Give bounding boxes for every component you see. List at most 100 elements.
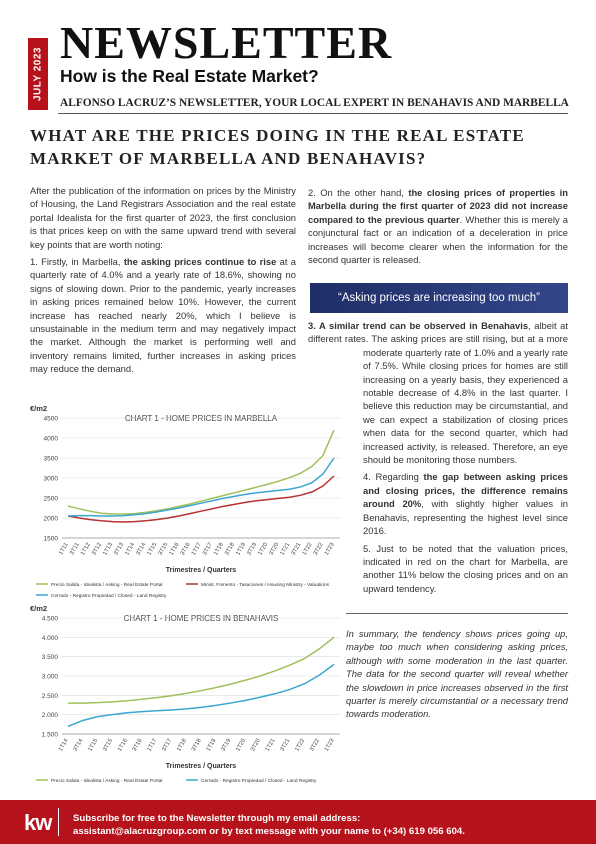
y-tick-label: 3.500 xyxy=(42,654,59,661)
text: 5. Just to be noted that the valuation p… xyxy=(363,542,568,594)
chart: €/m2 CHART 1 - HOME PRICES IN BENAHAVIS 1.… xyxy=(30,604,340,784)
x-tick-label: 3T20 xyxy=(250,738,262,752)
y-tick-label: 2000 xyxy=(44,516,59,523)
paragraph: 2. On the other hand, the closing prices… xyxy=(308,186,568,266)
x-axis-label: Trimestres / Quarters xyxy=(166,763,237,770)
y-tick-label: 3000 xyxy=(44,476,59,483)
data-line xyxy=(67,663,335,727)
left-column: After the publication of the information… xyxy=(30,184,296,380)
bold-text: the asking prices continue to rise xyxy=(123,256,277,268)
text: 2. On the other hand, xyxy=(308,187,409,198)
title: NEWSLETTER xyxy=(60,17,393,68)
x-tick-label: 3T22 xyxy=(313,542,325,556)
y-tick-label: 2.000 xyxy=(42,712,59,719)
y-tick-label: 3.000 xyxy=(42,674,59,681)
data-line xyxy=(67,457,335,517)
x-tick-label: 3T17 xyxy=(161,738,173,752)
y-tick-label: 1500 xyxy=(44,536,59,543)
pull-quote: “Asking prices are increasing too much” xyxy=(310,283,568,313)
x-tick-label: 3T21 xyxy=(291,542,303,556)
y-tick-label: 1.500 xyxy=(42,732,59,739)
data-line xyxy=(67,475,335,523)
x-tick-label: 3T17 xyxy=(202,542,214,556)
text: 4. Regarding xyxy=(363,471,424,483)
x-tick-label: 3T19 xyxy=(220,738,232,752)
paragraph: 3. A similar trend can be observed in Be… xyxy=(308,319,568,466)
x-tick-label: 1T12 xyxy=(80,542,92,556)
right-column: 2. On the other hand, the closing prices… xyxy=(308,186,568,270)
x-tick-label: 1T17 xyxy=(147,738,159,752)
x-tick-label: 3T12 xyxy=(91,542,103,556)
legend-label: Cerrado - Registro Propiedad / Closed - … xyxy=(201,778,317,784)
subtitle: How is the Real Estate Market? xyxy=(60,66,319,86)
paragraph: 5. Just to be noted that the valuation p… xyxy=(308,542,568,596)
text: . Whether this is merely a conjunctural … xyxy=(308,213,568,266)
right-column: 3. A similar trend can be observed in Be… xyxy=(308,319,568,629)
x-tick-label: 3T15 xyxy=(158,542,170,556)
x-tick-label: 3T16 xyxy=(180,542,192,556)
byline: ALFONSO LACRUZ’S NEWSLETTER, YOUR LOCAL … xyxy=(60,97,569,109)
x-tick-label: 3T19 xyxy=(246,542,258,556)
text: , albeit at different rates. The asking … xyxy=(308,320,569,466)
bold-text: 3. A similar trend can be observed in Be… xyxy=(308,320,529,331)
x-tick-label: 1T23 xyxy=(324,738,336,752)
x-tick-label: 1T21 xyxy=(265,738,277,752)
x-tick-label: 3T15 xyxy=(102,738,114,752)
bold-text: the gap between asking prices and closin… xyxy=(363,471,568,510)
y-tick-label: 4.000 xyxy=(42,635,59,642)
footer-text: assistant@alacruzgroup.com or by text me… xyxy=(73,826,465,837)
date-band: JULY 2023 xyxy=(28,38,48,110)
x-tick-label: 1T22 xyxy=(294,738,306,752)
divider xyxy=(58,113,568,114)
x-tick-label: 1T15 xyxy=(147,542,159,556)
legend-label: Cerrado - Registro Propiedad / Closed - … xyxy=(51,593,167,599)
date: JULY 2023 xyxy=(32,47,44,101)
y-axis-label: €/m2 xyxy=(30,604,47,613)
x-tick-label: 1T14 xyxy=(124,541,136,556)
y-tick-label: 4.500 xyxy=(42,616,59,623)
legend-label: Precio Salida - Idealista / Asking - Rea… xyxy=(51,582,162,588)
x-tick-label: 1T15 xyxy=(87,738,99,752)
divider xyxy=(346,613,568,614)
x-tick-label: 1T11 xyxy=(58,542,70,556)
x-tick-label: 3T14 xyxy=(136,541,148,556)
footer-text: Subscribe for free to the Newsletter thr… xyxy=(73,813,361,824)
summary: In summary, the tendency shows prices go… xyxy=(346,628,568,720)
x-tick-label: 3T18 xyxy=(224,542,236,556)
y-axis-label: €/m2 xyxy=(30,404,47,413)
x-tick-label: 1T13 xyxy=(102,542,114,556)
x-tick-label: 1T17 xyxy=(191,542,203,556)
x-axis-label: Trimestres / Quarters xyxy=(166,567,237,574)
x-tick-label: 1T23 xyxy=(324,542,336,556)
chart-title: CHART 1 - HOME PRICES IN MARBELLA xyxy=(125,414,278,423)
x-tick-label: 1T20 xyxy=(235,738,247,752)
x-tick-label: 3T18 xyxy=(191,738,203,752)
headline: WHAT ARE THE PRICES DOING IN THE REAL ES… xyxy=(30,126,525,168)
logo-divider xyxy=(58,808,59,836)
x-tick-label: 1T18 xyxy=(213,542,225,556)
x-tick-label: 3T22 xyxy=(309,738,321,752)
x-tick-label: 1T19 xyxy=(235,542,247,556)
data-line xyxy=(68,636,335,704)
chart-title: CHART 1 - HOME PRICES IN BENAHAVIS xyxy=(124,614,279,623)
y-tick-label: 2.500 xyxy=(42,693,59,700)
x-tick-label: 1T16 xyxy=(117,738,129,752)
x-tick-label: 1T19 xyxy=(206,738,218,752)
paragraph: After the publication of the information… xyxy=(30,184,296,251)
logo: kw xyxy=(24,810,52,835)
x-tick-label: 3T21 xyxy=(280,738,292,752)
y-tick-label: 4000 xyxy=(44,436,59,443)
x-tick-label: 3T16 xyxy=(132,738,144,752)
y-tick-label: 2500 xyxy=(44,496,59,503)
x-tick-label: 3T20 xyxy=(269,542,281,556)
paragraph: 1. Firstly, in Marbella, the asking pric… xyxy=(30,255,296,376)
text: 1. Firstly, in Marbella, xyxy=(30,256,124,268)
x-tick-label: 1T22 xyxy=(302,542,314,556)
x-tick-label: 3T14 xyxy=(73,737,85,752)
legend-label: Minist. Fomento - Tasaciones / Housing M… xyxy=(201,582,330,588)
bold-text: the closing prices of properties in Marb… xyxy=(308,187,568,225)
legend-label: Precio Salida - Idealista / Asking - Rea… xyxy=(51,778,162,784)
x-tick-label: 3T13 xyxy=(113,542,125,556)
text: After the publication of the information… xyxy=(30,185,296,250)
